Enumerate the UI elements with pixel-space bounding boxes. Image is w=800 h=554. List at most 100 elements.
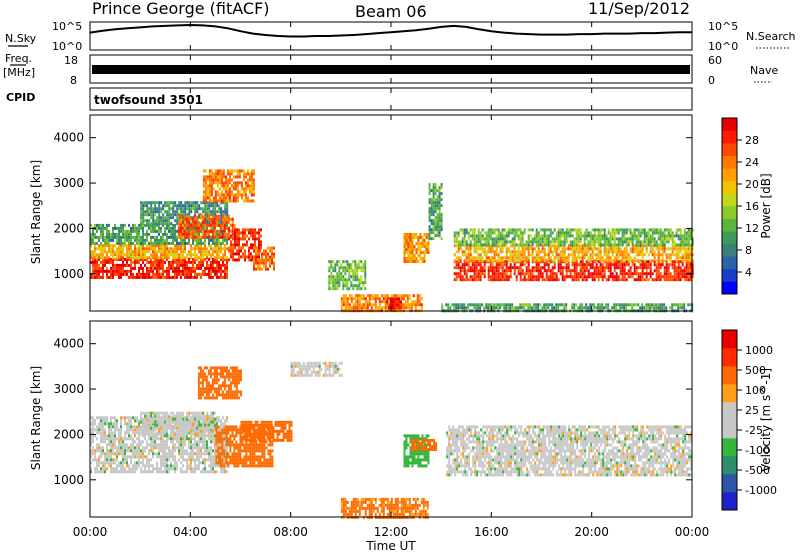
data-cell <box>547 306 550 310</box>
data-cell <box>525 240 528 244</box>
data-cell <box>671 237 674 241</box>
data-cell <box>221 223 224 227</box>
data-cell <box>565 266 568 270</box>
data-cell <box>517 228 520 232</box>
data-cell <box>613 237 616 241</box>
data-cell <box>583 278 586 282</box>
data-cell <box>563 234 566 238</box>
data-cell <box>643 266 646 270</box>
data-cell <box>561 228 564 232</box>
data-cell <box>160 207 163 211</box>
data-cell <box>597 306 600 310</box>
data-cell <box>136 241 138 245</box>
data-cell <box>591 278 594 282</box>
data-cell <box>102 425 104 429</box>
data-cell <box>587 234 590 238</box>
data-cell <box>130 419 132 423</box>
data-cell <box>152 219 155 223</box>
data-cell <box>362 263 365 267</box>
data-cell <box>661 263 664 267</box>
data-cell <box>501 303 504 307</box>
data-cell <box>198 213 201 217</box>
data-cell <box>625 256 628 260</box>
data-cell <box>154 260 156 264</box>
data-cell <box>635 243 638 247</box>
data-cell <box>651 244 654 248</box>
data-cell <box>477 228 480 232</box>
data-cell <box>120 461 122 465</box>
data-cell <box>487 306 490 310</box>
data-cell <box>677 275 680 279</box>
data-cell <box>587 306 590 310</box>
data-cell <box>254 240 256 244</box>
data-cell <box>663 278 666 282</box>
data-cell <box>505 275 508 279</box>
data-cell <box>577 237 580 241</box>
data-cell <box>138 250 140 254</box>
data-cell <box>100 422 102 426</box>
data-cell <box>591 260 594 264</box>
data-cell <box>573 228 576 232</box>
data-cell <box>677 256 680 260</box>
data-cell <box>575 231 578 235</box>
data-cell <box>569 228 572 232</box>
data-cell <box>234 240 236 244</box>
data-cell <box>421 245 424 248</box>
data-cell <box>475 266 478 270</box>
data-cell <box>108 449 110 453</box>
data-cell <box>214 250 216 254</box>
data-cell <box>579 250 582 254</box>
data-cell <box>396 294 399 298</box>
data-cell <box>118 238 120 242</box>
data-cell <box>128 257 130 261</box>
data-cell <box>172 275 174 279</box>
data-cell <box>561 269 564 273</box>
data-cell <box>120 437 122 441</box>
data-cell <box>493 275 496 279</box>
data-cell <box>226 260 228 264</box>
data-cell <box>436 204 439 208</box>
data-cell <box>152 260 154 264</box>
data-cell <box>505 234 508 238</box>
data-cell <box>589 259 592 263</box>
data-cell <box>206 219 209 223</box>
data-cell <box>140 470 142 474</box>
data-cell <box>226 169 229 173</box>
data-cell <box>338 266 341 270</box>
data-cell <box>428 228 431 232</box>
data-cell <box>96 229 98 233</box>
data-cell <box>611 243 614 247</box>
data-cell <box>535 243 538 247</box>
data-cell <box>553 250 556 254</box>
data-cell <box>182 213 185 217</box>
data-cell <box>577 256 580 260</box>
data-cell <box>637 250 640 254</box>
data-cell <box>587 231 590 235</box>
data-cell <box>216 253 218 257</box>
data-cell <box>178 272 180 276</box>
data-cell <box>100 232 102 236</box>
data-cell <box>253 261 255 265</box>
data-cell <box>607 269 610 273</box>
data-cell <box>189 217 192 221</box>
data-cell <box>430 207 433 211</box>
data-cell <box>605 250 608 254</box>
data-cell <box>90 223 92 227</box>
data-cell <box>252 184 255 188</box>
data-cell <box>102 470 104 474</box>
data-cell <box>210 187 213 191</box>
data-cell <box>423 251 426 254</box>
data-cell <box>430 222 433 226</box>
data-cell <box>207 235 210 239</box>
data-cell <box>200 263 202 267</box>
data-cell <box>545 263 548 267</box>
data-cell <box>98 470 100 474</box>
data-cell <box>555 247 558 251</box>
data-cell <box>659 303 662 307</box>
data-cell <box>661 243 664 247</box>
data-cell <box>128 467 130 471</box>
data-cell <box>465 231 468 235</box>
data-cell <box>463 253 466 257</box>
data-cell <box>340 266 343 270</box>
data-cell <box>390 303 392 307</box>
